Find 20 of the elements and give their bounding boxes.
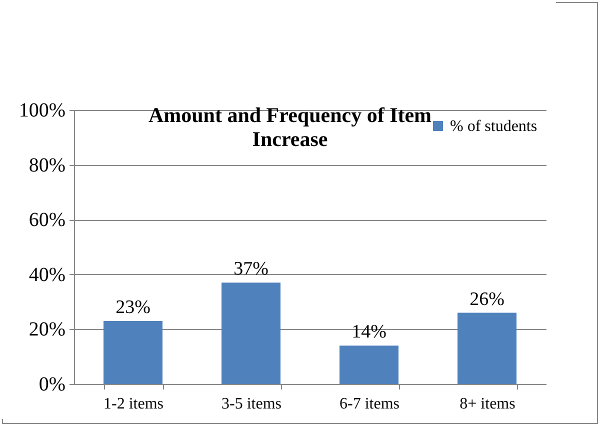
x-tick-label: 1-2 items <box>104 396 164 412</box>
data-label: 26% <box>470 288 505 310</box>
bar <box>104 320 162 384</box>
data-label: 37% <box>234 258 269 280</box>
bar <box>458 312 516 384</box>
x-tick-label: 3-5 items <box>222 396 282 412</box>
bar <box>222 282 280 384</box>
data-label: 14% <box>352 322 387 343</box>
chart-title: Amount and Frequency of Item Increase <box>148 103 432 151</box>
y-tick-label: 80% <box>28 154 66 176</box>
x-tick-label: 6-7 items <box>340 396 400 412</box>
y-tick-label: 20% <box>28 318 66 341</box>
y-tick-label: 100% <box>18 100 66 122</box>
bar <box>340 346 398 384</box>
x-tick-label: 8+ items <box>460 396 516 412</box>
y-tick-label: 0% <box>38 374 66 396</box>
legend-label: % of students <box>450 118 538 135</box>
data-label: 23% <box>116 296 151 318</box>
y-tick-label: 40% <box>28 264 66 286</box>
y-tick-label: 60% <box>28 209 66 232</box>
